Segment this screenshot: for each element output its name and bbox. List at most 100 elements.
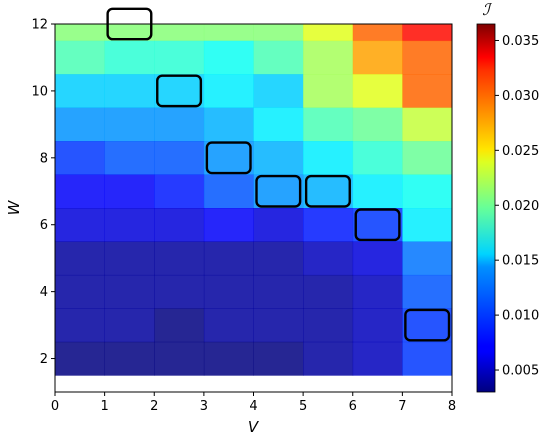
heatmap-cell — [154, 74, 205, 109]
heatmap-cell — [154, 40, 205, 75]
heatmap-cell — [352, 341, 403, 376]
heatmap-cell — [303, 208, 354, 242]
x-tick-label: 0 — [51, 399, 59, 414]
colorbar-tick-label: 0.035 — [502, 34, 539, 49]
heatmap-cell — [253, 24, 304, 42]
heatmap-cell — [253, 308, 304, 343]
x-tick-label: 8 — [448, 399, 456, 414]
heatmap-cell — [154, 141, 205, 175]
heatmap-cell — [402, 107, 453, 142]
heatmap-cell — [55, 74, 106, 109]
heatmap-cell — [55, 341, 106, 376]
heatmap-cell — [402, 208, 453, 242]
x-tick-label: 3 — [200, 399, 208, 414]
heatmap-cell — [303, 40, 354, 75]
heatmap-cell — [253, 141, 304, 175]
x-tick-label: 7 — [398, 399, 406, 414]
heatmap-cell — [352, 208, 403, 242]
heatmap-cell — [253, 107, 304, 142]
y-tick-label: 12 — [31, 18, 48, 33]
colorbar-tick-label: 0.030 — [502, 89, 539, 104]
heatmap-cell — [253, 208, 304, 242]
heatmap-cell — [55, 241, 106, 276]
heatmap-cell — [104, 74, 155, 109]
heatmap-cell — [55, 308, 106, 343]
heatmap-cell — [303, 308, 354, 343]
heatmap-cell — [402, 308, 453, 343]
heatmap-cell — [55, 40, 106, 75]
heatmap-cell — [55, 107, 106, 142]
heatmap-cell — [402, 74, 453, 109]
heatmap-cell — [303, 274, 354, 309]
heatmap-cell — [352, 107, 403, 142]
heatmap-cell — [303, 24, 354, 42]
heatmap-cell — [203, 341, 254, 376]
heatmap-cell — [352, 141, 403, 175]
heatmap-cell — [253, 274, 304, 309]
heatmap-cell — [154, 341, 205, 376]
heatmap-cell — [253, 40, 304, 75]
y-tick-label: 10 — [31, 84, 48, 99]
heatmap-cell — [402, 24, 453, 42]
colorbar-tick-label: 0.005 — [502, 364, 539, 379]
heatmap-cell — [203, 174, 254, 209]
heatmap-cell — [253, 341, 304, 376]
heatmap-cell — [154, 174, 205, 209]
colorbar-tick-label: 0.025 — [502, 144, 539, 159]
heatmap-cells — [55, 24, 453, 376]
heatmap-cell — [352, 40, 403, 75]
heatmap-cell — [203, 208, 254, 242]
x-tick-label: 5 — [299, 399, 307, 414]
colorbar-tick-label: 0.010 — [502, 309, 539, 324]
heatmap-cell — [104, 24, 155, 42]
heatmap-cell — [203, 40, 254, 75]
heatmap-cell — [104, 107, 155, 142]
heatmap-cell — [203, 308, 254, 343]
highlight-box — [354, 208, 401, 242]
x-axis: 0 1 2 3 4 5 6 7 8 — [51, 392, 456, 414]
heatmap-cell — [303, 241, 354, 276]
heatmap-cell — [203, 274, 254, 309]
x-tick-label: 2 — [150, 399, 158, 414]
highlight-box — [304, 174, 351, 208]
heatmap-cell — [154, 274, 205, 309]
heatmap-cell — [303, 341, 354, 376]
heatmap-cell — [402, 241, 453, 276]
heatmap-cell — [203, 107, 254, 142]
highlight-box — [156, 74, 203, 108]
colorbar-tick-label: 0.015 — [502, 254, 539, 269]
heatmap-cell — [154, 241, 205, 276]
y-tick-label: 6 — [40, 218, 48, 233]
heatmap-cell — [203, 141, 254, 175]
colorbar-ticks: 0.005 0.010 0.015 0.020 0.025 0.030 0.035 — [495, 34, 539, 379]
heatmap-cell — [402, 341, 453, 376]
heatmap-cell — [352, 24, 403, 42]
heatmap-cell — [352, 174, 403, 209]
x-tick-label: 1 — [100, 399, 108, 414]
heatmap-cell — [154, 308, 205, 343]
colorbar-label: ℐ — [482, 0, 492, 19]
heatmap-cell — [203, 24, 254, 42]
heatmap-cell — [402, 174, 453, 209]
heatmap-cell — [203, 241, 254, 276]
y-axis-label: W — [5, 199, 23, 215]
heatmap-cell — [402, 40, 453, 75]
x-tick-label: 4 — [249, 399, 257, 414]
colorbar — [476, 23, 496, 393]
heatmap-cell — [55, 208, 106, 242]
x-tick-label: 6 — [349, 399, 357, 414]
heatmap-cell — [55, 24, 106, 42]
heatmap-cell — [104, 40, 155, 75]
heatmap-cell — [402, 274, 453, 309]
y-axis: 2 4 6 8 10 12 — [31, 18, 55, 367]
highlight-box — [404, 308, 451, 342]
heatmap-cell — [104, 308, 155, 343]
heatmap-cell — [55, 141, 106, 175]
heatmap-cell — [352, 308, 403, 343]
heatmap-cell — [104, 274, 155, 309]
heatmap-cell — [253, 174, 304, 209]
x-axis-label: V — [248, 418, 260, 436]
heatmap-cell — [303, 107, 354, 142]
heatmap-cell — [303, 141, 354, 175]
